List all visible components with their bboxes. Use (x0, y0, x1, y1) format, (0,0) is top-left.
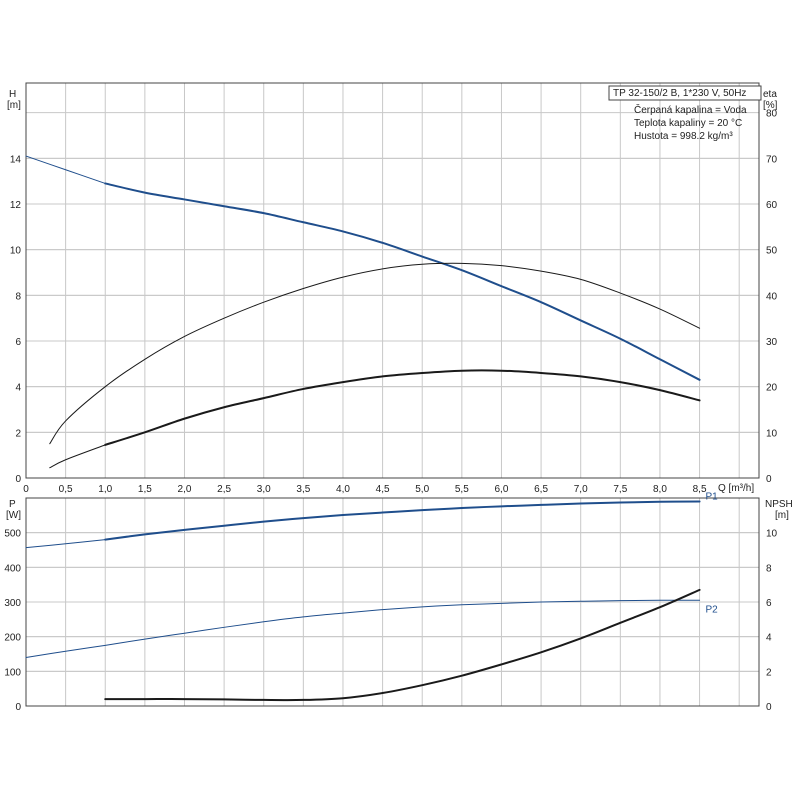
bottom-right-axis-label-1: NPSH (765, 499, 793, 510)
p2-curve-label: P2 (706, 604, 719, 615)
bottom-right-tick-label: 10 (766, 529, 778, 540)
top-left-tick-label: 6 (15, 337, 21, 348)
top-series-1 (104, 182, 701, 381)
top-left-tick-label: 8 (15, 291, 21, 302)
bottom-left-axis-label-2: [W] (6, 510, 21, 521)
top-series-3 (49, 444, 106, 469)
bottom-left-tick-label: 100 (4, 667, 21, 678)
top-x-tick-label: 4,5 (376, 484, 390, 495)
bottom-right-tick-label: 4 (766, 633, 772, 644)
top-x-tick-label: 4,0 (336, 484, 350, 495)
bottom-right-axis-label-2: [m] (775, 510, 789, 521)
bottom-right-tick-label: 6 (766, 598, 772, 609)
top-frame (25, 82, 760, 479)
bottom-left-tick-label: 500 (4, 529, 21, 540)
top-panel-grid (25, 82, 760, 479)
top-x-tick-label: 1,5 (138, 484, 152, 495)
top-right-tick-label: 10 (766, 428, 778, 439)
bottom-left-tick-label: 300 (4, 598, 21, 609)
bottom-panel-grid (25, 497, 760, 707)
top-left-tick-label: 10 (10, 246, 22, 257)
p1-curve-label: P1 (706, 491, 719, 502)
bottom-series-2-p2 (25, 599, 701, 658)
top-x-axis-label: Q [m³/h] (718, 483, 754, 494)
top-x-tick-label: 5,5 (455, 484, 469, 495)
bottom-right-tick-label: 0 (766, 702, 772, 713)
top-left-tick-label: 4 (15, 383, 21, 394)
top-x-tick-label: 0,5 (59, 484, 73, 495)
top-right-tick-label: 60 (766, 200, 778, 211)
bottom-series-1-p1 (104, 500, 701, 541)
top-right-axis-label-2: [%] (763, 100, 778, 111)
bottom-frame (25, 497, 760, 707)
top-x-tick-label: 8,5 (693, 484, 707, 495)
info-density: Hustota = 998.2 kg/m³ (634, 131, 733, 142)
top-left-axis-label-1: H (9, 89, 16, 100)
top-left-tick-label: 2 (15, 428, 21, 439)
top-right-tick-label: 40 (766, 291, 778, 302)
top-left-tick-label: 12 (10, 200, 22, 211)
bottom-left-tick-label: 200 (4, 633, 21, 644)
top-right-tick-label: 70 (766, 154, 778, 165)
top-x-tick-label: 3,0 (257, 484, 271, 495)
top-left-tick-label: 0 (15, 474, 21, 485)
top-left-tick-label: 14 (10, 154, 22, 165)
top-right-tick-label: 20 (766, 383, 778, 394)
series-layer (25, 155, 701, 702)
top-x-tick-label: 2,0 (178, 484, 192, 495)
bottom-left-tick-label: 400 (4, 563, 21, 574)
top-right-tick-label: 0 (766, 474, 772, 485)
top-series-4 (104, 369, 701, 446)
top-right-axis-label-1: eta (763, 89, 777, 100)
bottom-series-3 (104, 588, 701, 702)
top-x-tick-label: 8,0 (653, 484, 667, 495)
info-title: TP 32-150/2 B, 1*230 V, 50Hz (613, 88, 746, 99)
bottom-right-tick-label: 2 (766, 667, 772, 678)
info-fluid: Čerpaná kapalina = Voda (634, 103, 747, 116)
top-x-tick-label: 7,5 (613, 484, 627, 495)
top-x-tick-label: 0 (23, 484, 29, 495)
bottom-right-tick-label: 8 (766, 563, 772, 574)
bottom-left-axis-label-1: P (9, 499, 16, 510)
top-right-tick-label: 80 (766, 109, 778, 120)
bottom-left-tick-label: 0 (15, 702, 21, 713)
top-series-2 (49, 262, 701, 445)
top-x-tick-label: 5,0 (415, 484, 429, 495)
top-right-tick-label: 30 (766, 337, 778, 348)
top-x-tick-label: 7,0 (574, 484, 588, 495)
top-series-0 (25, 155, 106, 184)
info-title-box (608, 85, 762, 101)
top-x-tick-label: 6,0 (495, 484, 509, 495)
info-temperature: Teplota kapaliny = 20 °C (634, 118, 742, 129)
bottom-series-0-p1 (25, 539, 106, 549)
top-x-tick-label: 6,5 (534, 484, 548, 495)
top-x-tick-label: 1,0 (98, 484, 112, 495)
top-x-tick-label: 2,5 (217, 484, 231, 495)
top-right-tick-label: 50 (766, 246, 778, 257)
top-x-tick-label: 3,5 (296, 484, 310, 495)
top-left-axis-label-2: [m] (7, 100, 21, 111)
